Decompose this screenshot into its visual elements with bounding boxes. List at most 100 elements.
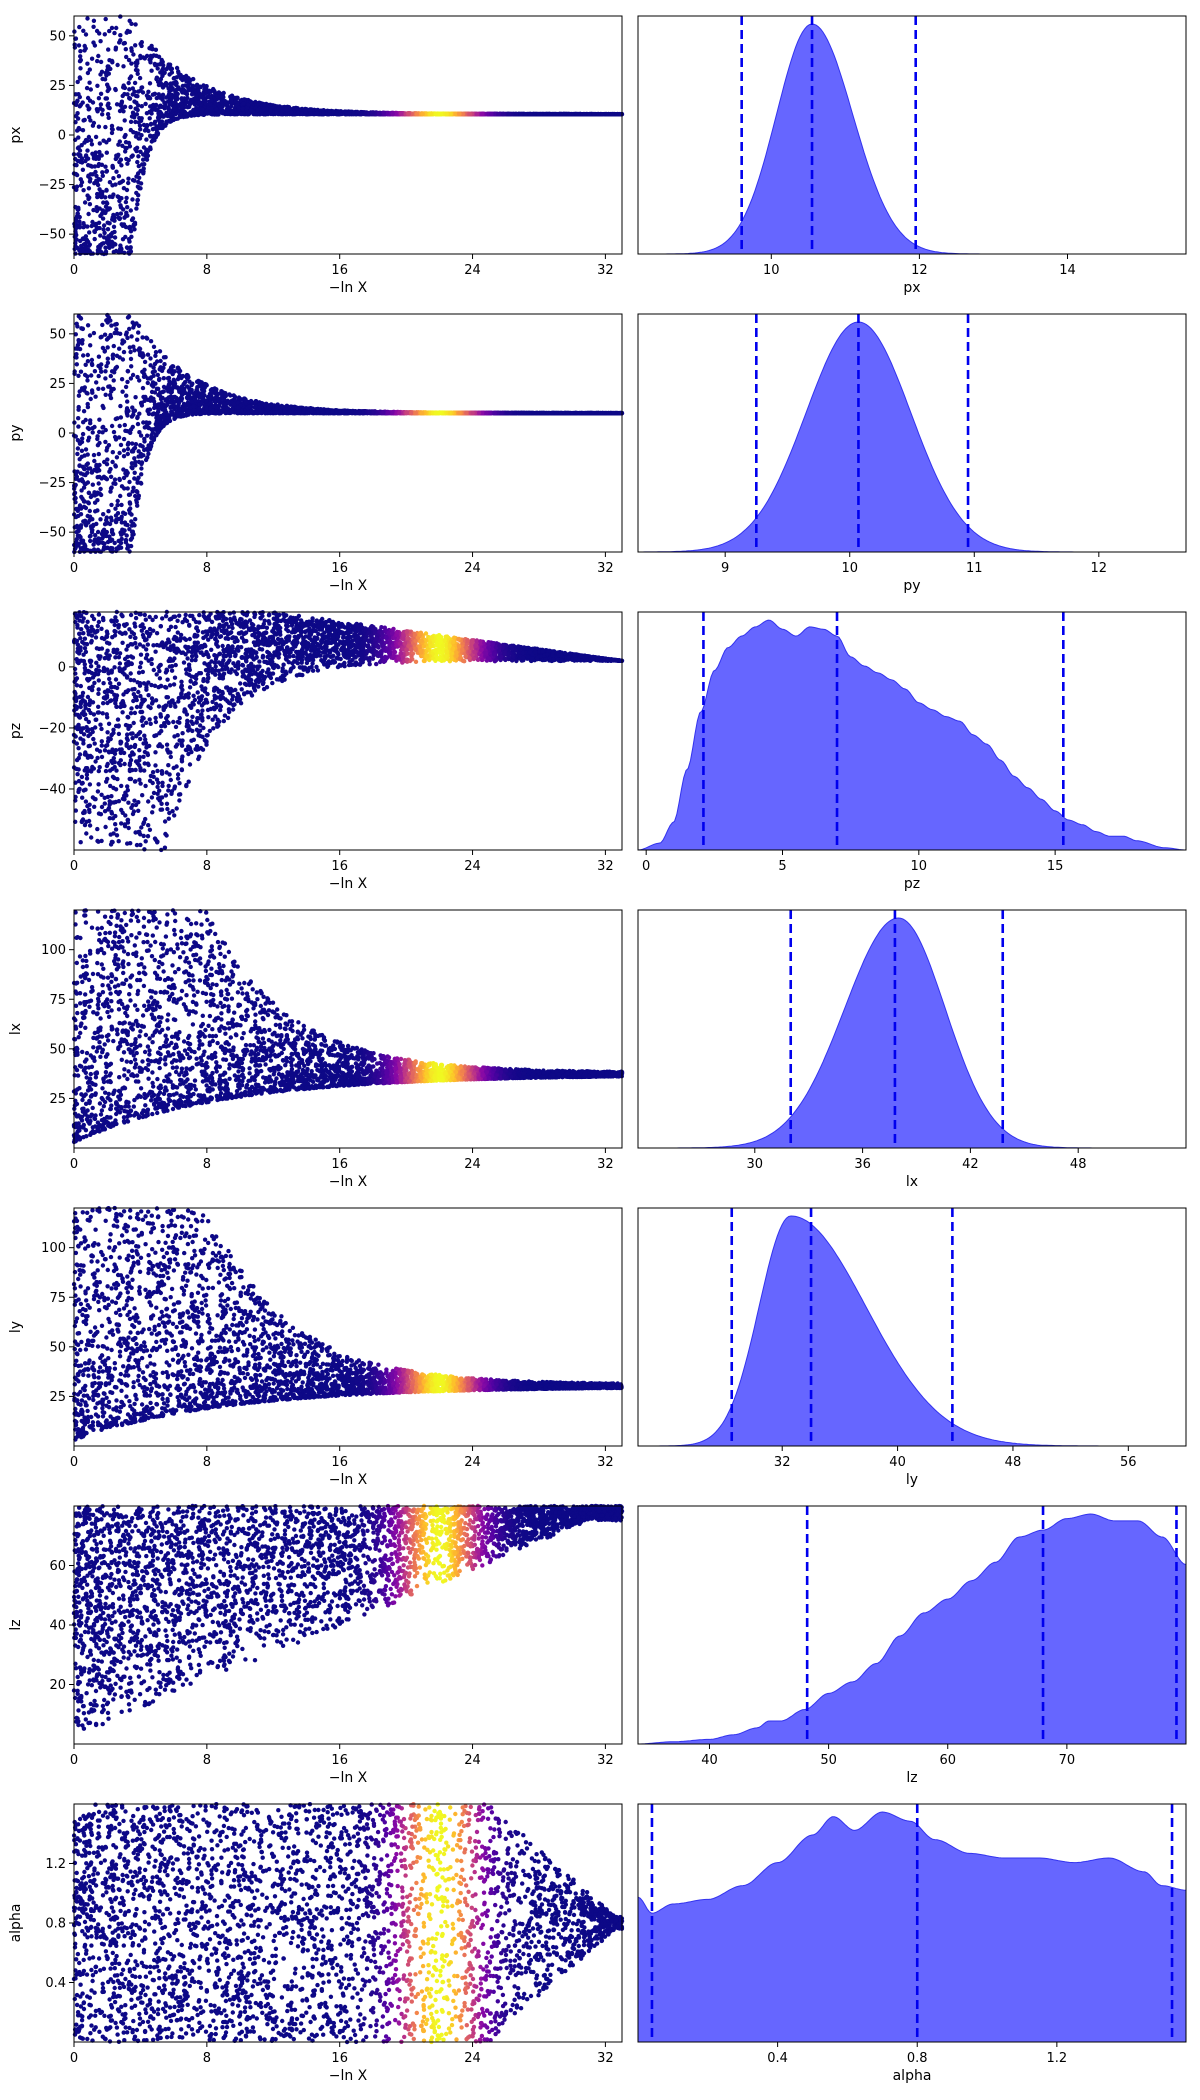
trace-point bbox=[77, 43, 81, 47]
trace-point bbox=[136, 89, 140, 93]
trace-point bbox=[134, 149, 138, 153]
trace-point bbox=[178, 87, 182, 91]
trace-point bbox=[138, 150, 142, 154]
trace-point bbox=[103, 246, 107, 250]
trace-point bbox=[77, 126, 81, 130]
trace-point bbox=[168, 94, 172, 98]
trace-point bbox=[126, 29, 130, 33]
trace-point bbox=[119, 211, 123, 215]
y-tick-label: −25 bbox=[39, 178, 66, 193]
x-tick-label: 10 bbox=[763, 263, 780, 278]
trace-point bbox=[605, 112, 609, 116]
trace-point bbox=[107, 138, 111, 142]
trace-point bbox=[76, 159, 80, 163]
trace-point bbox=[117, 174, 121, 178]
trace-point bbox=[111, 127, 115, 131]
trace-point bbox=[79, 183, 83, 187]
trace-point bbox=[92, 121, 96, 125]
trace-point bbox=[108, 195, 112, 199]
trace-point bbox=[78, 49, 82, 53]
trace-point bbox=[268, 109, 272, 113]
trace-point bbox=[77, 25, 81, 29]
trace-point bbox=[127, 239, 131, 243]
trace-point bbox=[83, 200, 87, 204]
trace-point bbox=[582, 112, 586, 116]
trace-point bbox=[104, 17, 108, 21]
trace-point bbox=[151, 138, 155, 142]
trace-point bbox=[148, 57, 152, 61]
trace-point bbox=[90, 224, 94, 228]
trace-point bbox=[110, 231, 114, 235]
trace-point bbox=[84, 153, 88, 157]
trace-point bbox=[262, 103, 266, 107]
trace-point bbox=[501, 112, 505, 116]
trace-point bbox=[76, 212, 80, 216]
trace-point bbox=[553, 112, 557, 116]
trace-point bbox=[172, 76, 176, 80]
trace-point bbox=[98, 39, 102, 43]
trace-point bbox=[106, 227, 110, 231]
trace-point bbox=[142, 145, 146, 149]
trace-point bbox=[123, 118, 127, 122]
trace-point bbox=[88, 421, 92, 425]
trace-point bbox=[125, 245, 129, 249]
trace-point bbox=[73, 525, 77, 529]
trace-point bbox=[117, 195, 121, 199]
trace-point bbox=[235, 96, 239, 100]
trace-point bbox=[108, 180, 112, 184]
trace-point bbox=[114, 249, 118, 253]
trace-point bbox=[129, 74, 133, 78]
trace-point bbox=[150, 104, 154, 108]
y-tick-label: 25 bbox=[49, 79, 66, 94]
trace-point bbox=[154, 48, 158, 52]
trace-point bbox=[120, 107, 124, 111]
trace-point bbox=[160, 68, 164, 72]
trace-point bbox=[255, 112, 259, 116]
trace-point bbox=[113, 235, 117, 239]
trace-point bbox=[174, 81, 178, 85]
trace-point bbox=[445, 112, 449, 116]
trace-points-px bbox=[72, 14, 624, 256]
trace-point bbox=[126, 181, 130, 185]
trace-point bbox=[377, 112, 381, 116]
trace-point bbox=[154, 103, 158, 107]
trace-point bbox=[80, 143, 84, 147]
trace-point bbox=[78, 66, 82, 70]
trace-point bbox=[108, 241, 112, 245]
trace-point bbox=[610, 112, 614, 116]
trace-point bbox=[107, 221, 111, 225]
trace-point bbox=[539, 112, 543, 116]
trace-point bbox=[95, 59, 99, 63]
trace-point bbox=[137, 176, 141, 180]
trace-point bbox=[85, 86, 89, 90]
trace-point bbox=[152, 53, 156, 57]
trace-point bbox=[107, 116, 111, 120]
trace-point bbox=[125, 92, 129, 96]
trace-point bbox=[132, 90, 136, 94]
trace-point bbox=[136, 198, 140, 202]
trace-point bbox=[121, 94, 125, 98]
trace-point bbox=[74, 163, 78, 167]
trace-point bbox=[135, 160, 139, 164]
trace-point bbox=[156, 80, 160, 84]
trace-point bbox=[118, 424, 122, 428]
y-tick-label: −50 bbox=[39, 228, 66, 243]
trace-point bbox=[92, 181, 96, 185]
trace-point bbox=[129, 208, 133, 212]
trace-point bbox=[127, 226, 131, 230]
trace-point bbox=[78, 54, 82, 58]
trace-point bbox=[128, 350, 132, 354]
trace-point bbox=[81, 118, 85, 122]
trace-point bbox=[83, 224, 87, 228]
trace-point bbox=[94, 154, 98, 158]
trace-point bbox=[127, 87, 131, 91]
trace-point bbox=[106, 85, 110, 89]
trace-point bbox=[212, 89, 216, 93]
trace-point bbox=[74, 226, 78, 230]
trace-point bbox=[103, 440, 107, 444]
trace-point bbox=[136, 154, 140, 158]
trace-point bbox=[390, 112, 394, 116]
trace-point bbox=[160, 105, 164, 109]
posterior-density-px bbox=[638, 24, 1186, 254]
